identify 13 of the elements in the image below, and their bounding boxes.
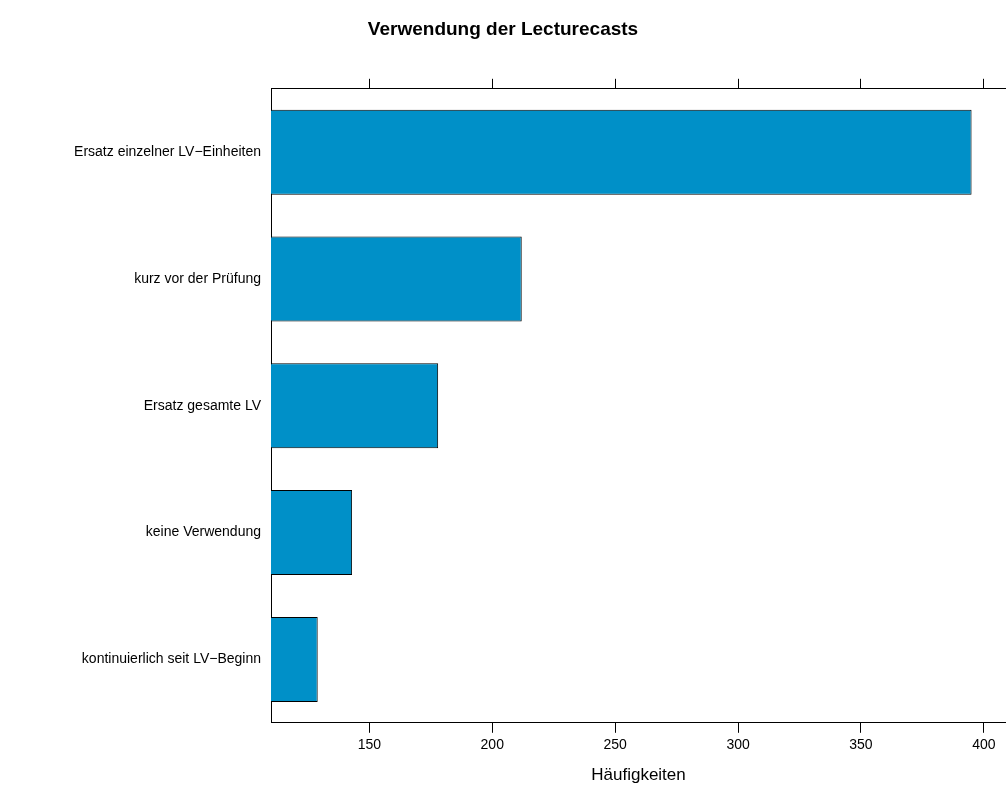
x-axis-title: Häufigkeiten bbox=[591, 765, 686, 785]
chart-title: Verwendung der Lecturecasts bbox=[367, 17, 639, 39]
y-tick-label: Ersatz einzelner LV−Einheiten bbox=[74, 143, 261, 160]
x-tick-label: 350 bbox=[849, 736, 873, 753]
y-tick-label: kurz vor der Prüfung bbox=[134, 269, 261, 286]
y-tick-label: Ersatz gesamte LV bbox=[143, 396, 262, 413]
x-tick-label: 200 bbox=[480, 736, 505, 753]
x-tick-label: 400 bbox=[972, 736, 996, 753]
x-tick-label: 300 bbox=[726, 736, 750, 753]
y-tick-label: keine Verwendung bbox=[145, 523, 261, 540]
y-tick-label: kontinuierlich seit LV−Beginn bbox=[81, 650, 261, 667]
x-tick-label: 250 bbox=[603, 736, 628, 753]
x-tick-label: 150 bbox=[357, 736, 382, 753]
